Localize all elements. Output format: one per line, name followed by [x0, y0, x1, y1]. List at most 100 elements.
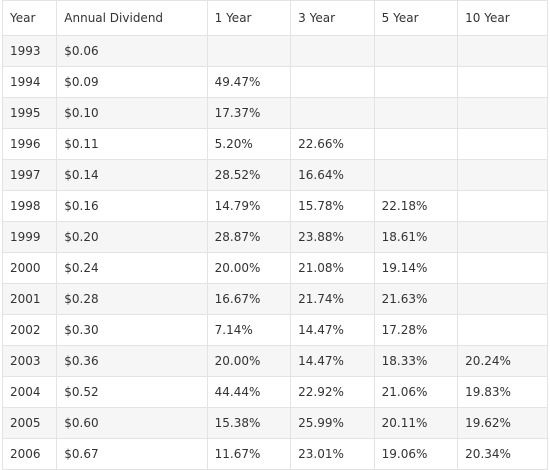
table-header-row: Year Annual Dividend 1 Year 3 Year 5 Yea…	[1, 0, 548, 36]
cell-year: 2004	[1, 376, 58, 408]
table-row: 1996 $0.11 5.20% 22.66%	[1, 128, 548, 160]
cell-1-year: 20.00%	[206, 252, 292, 284]
cell-annual-dividend: $0.16	[56, 190, 208, 222]
cell-year: 2003	[1, 345, 58, 377]
header-3-year: 3 Year	[290, 0, 375, 36]
cell-year: 1997	[1, 159, 58, 191]
cell-year: 2001	[1, 283, 58, 315]
cell-10-year	[457, 66, 548, 98]
cell-5-year: 18.33%	[373, 345, 459, 377]
table-row: 2003 $0.36 20.00% 14.47% 18.33% 20.24%	[1, 345, 548, 377]
cell-5-year: 19.14%	[373, 252, 459, 284]
cell-5-year: 21.63%	[373, 283, 459, 315]
cell-5-year: 18.61%	[373, 221, 459, 253]
cell-annual-dividend: $0.60	[56, 407, 208, 439]
table-row: 2002 $0.30 7.14% 14.47% 17.28%	[1, 314, 548, 346]
cell-annual-dividend: $0.67	[56, 438, 208, 470]
table-row: 1995 $0.10 17.37%	[1, 97, 548, 129]
table-row: 2000 $0.24 20.00% 21.08% 19.14%	[1, 252, 548, 284]
cell-1-year: 15.38%	[206, 407, 292, 439]
cell-10-year: 19.62%	[457, 407, 548, 439]
cell-3-year: 14.47%	[290, 314, 375, 346]
header-1-year: 1 Year	[206, 0, 292, 36]
cell-annual-dividend: $0.14	[56, 159, 208, 191]
cell-annual-dividend: $0.36	[56, 345, 208, 377]
table-row: 1994 $0.09 49.47%	[1, 66, 548, 98]
cell-1-year: 44.44%	[206, 376, 292, 408]
cell-3-year: 15.78%	[290, 190, 375, 222]
cell-1-year: 20.00%	[206, 345, 292, 377]
cell-1-year: 14.79%	[206, 190, 292, 222]
cell-3-year	[290, 66, 375, 98]
table-body: 1993 $0.06 1994 $0.09 49.47% 1995 $0.10 17.37% 1…	[1, 35, 548, 470]
cell-5-year: 19.06%	[373, 438, 459, 470]
cell-year: 1995	[1, 97, 58, 129]
cell-annual-dividend: $0.52	[56, 376, 208, 408]
cell-year: 1998	[1, 190, 58, 222]
cell-3-year	[290, 97, 375, 129]
cell-5-year	[373, 128, 459, 160]
cell-10-year	[457, 35, 548, 67]
cell-3-year: 23.88%	[290, 221, 375, 253]
cell-10-year	[457, 252, 548, 284]
cell-1-year: 11.67%	[206, 438, 292, 470]
cell-year: 1993	[1, 35, 58, 67]
cell-annual-dividend: $0.10	[56, 97, 208, 129]
cell-annual-dividend: $0.09	[56, 66, 208, 98]
cell-1-year: 28.87%	[206, 221, 292, 253]
cell-5-year	[373, 159, 459, 191]
cell-3-year: 21.74%	[290, 283, 375, 315]
cell-5-year	[373, 66, 459, 98]
cell-year: 2000	[1, 252, 58, 284]
cell-year: 2002	[1, 314, 58, 346]
cell-1-year: 49.47%	[206, 66, 292, 98]
cell-year: 2006	[1, 438, 58, 470]
cell-1-year: 7.14%	[206, 314, 292, 346]
cell-10-year: 19.83%	[457, 376, 548, 408]
cell-1-year	[206, 35, 292, 67]
cell-3-year	[290, 35, 375, 67]
cell-5-year	[373, 97, 459, 129]
cell-10-year	[457, 283, 548, 315]
table-row: 1993 $0.06	[1, 35, 548, 67]
cell-3-year: 22.66%	[290, 128, 375, 160]
cell-year: 2005	[1, 407, 58, 439]
header-5-year: 5 Year	[373, 0, 459, 36]
table-row: 1997 $0.14 28.52% 16.64%	[1, 159, 548, 191]
cell-1-year: 5.20%	[206, 128, 292, 160]
cell-year: 1996	[1, 128, 58, 160]
cell-annual-dividend: $0.24	[56, 252, 208, 284]
cell-5-year: 17.28%	[373, 314, 459, 346]
cell-3-year: 25.99%	[290, 407, 375, 439]
table-row: 1999 $0.20 28.87% 23.88% 18.61%	[1, 221, 548, 253]
cell-year: 1999	[1, 221, 58, 253]
cell-3-year: 16.64%	[290, 159, 375, 191]
cell-5-year	[373, 35, 459, 67]
header-year: Year	[1, 0, 58, 36]
cell-5-year: 20.11%	[373, 407, 459, 439]
cell-5-year: 21.06%	[373, 376, 459, 408]
header-annual-dividend: Annual Dividend	[56, 0, 208, 36]
cell-10-year	[457, 128, 548, 160]
cell-1-year: 28.52%	[206, 159, 292, 191]
cell-10-year: 20.34%	[457, 438, 548, 470]
cell-annual-dividend: $0.20	[56, 221, 208, 253]
table-row: 2001 $0.28 16.67% 21.74% 21.63%	[1, 283, 548, 315]
cell-annual-dividend: $0.30	[56, 314, 208, 346]
cell-1-year: 17.37%	[206, 97, 292, 129]
cell-3-year: 14.47%	[290, 345, 375, 377]
cell-10-year	[457, 314, 548, 346]
cell-annual-dividend: $0.06	[56, 35, 208, 67]
cell-3-year: 21.08%	[290, 252, 375, 284]
cell-10-year	[457, 190, 548, 222]
cell-10-year	[457, 159, 548, 191]
table-row: 2006 $0.67 11.67% 23.01% 19.06% 20.34%	[1, 438, 548, 470]
cell-10-year	[457, 221, 548, 253]
cell-3-year: 22.92%	[290, 376, 375, 408]
table-row: 2004 $0.52 44.44% 22.92% 21.06% 19.83%	[1, 376, 548, 408]
cell-3-year: 23.01%	[290, 438, 375, 470]
cell-annual-dividend: $0.28	[56, 283, 208, 315]
cell-5-year: 22.18%	[373, 190, 459, 222]
header-10-year: 10 Year	[457, 0, 548, 36]
